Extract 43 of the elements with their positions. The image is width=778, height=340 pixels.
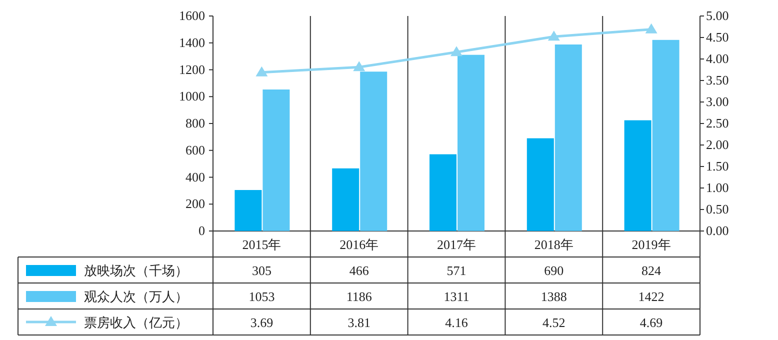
data-label: 1311 (444, 289, 470, 304)
y2-tick-label: 2.50 (706, 116, 729, 130)
y-tick-label: 1000 (179, 88, 205, 104)
y2-tick-label: 1.00 (706, 180, 729, 195)
data-label: 4.52 (542, 315, 566, 330)
y2-tick-label: 3.50 (706, 72, 729, 88)
y2-tick-label: 4.00 (706, 51, 729, 66)
data-label: 3.69 (250, 315, 274, 330)
data-label: 690 (544, 263, 564, 278)
data-label: 1422 (638, 289, 664, 304)
data-label: 3.81 (348, 315, 370, 330)
x-tick-label: 2018年 (534, 237, 574, 252)
y2-tick-label: 1.50 (706, 158, 729, 174)
x-tick-label: 2019年 (632, 237, 671, 252)
legend-label: 放映场次（千场） (84, 263, 188, 278)
y2-tick-label: 5.00 (706, 8, 729, 23)
legend-label: 票房收入（亿元） (84, 315, 188, 330)
data-label: 1053 (248, 289, 275, 304)
y-tick-label: 800 (186, 116, 205, 130)
data-label: 1186 (346, 289, 372, 304)
data-label: 4.69 (640, 315, 663, 330)
y-tick-label: 400 (186, 169, 205, 184)
y-tick-label: 0 (198, 223, 205, 238)
y-tick-label: 1200 (179, 62, 205, 77)
data-label: 4.16 (445, 315, 468, 330)
y2-tick-label: 3.00 (706, 94, 729, 109)
y2-tick-label: 2.00 (706, 137, 729, 152)
data-label: 571 (446, 263, 466, 278)
x-tick-label: 2017年 (437, 237, 476, 252)
x-tick-label: 2015年 (242, 237, 282, 252)
y-tick-label: 1400 (179, 34, 205, 50)
y2-tick-label: 4.50 (706, 30, 729, 44)
y-tick-label: 200 (186, 196, 205, 212)
data-label: 824 (642, 263, 662, 278)
y-tick-label: 1600 (179, 8, 205, 23)
legend-label: 观众人次（万人） (84, 289, 188, 304)
data-label: 1388 (540, 289, 567, 304)
y-tick-label: 600 (186, 142, 205, 158)
data-label: 466 (349, 263, 370, 278)
y2-tick-label: 0.50 (706, 202, 729, 216)
x-tick-label: 2016年 (340, 237, 379, 252)
data-label: 305 (252, 263, 272, 278)
y2-tick-label: 0.00 (706, 223, 729, 238)
